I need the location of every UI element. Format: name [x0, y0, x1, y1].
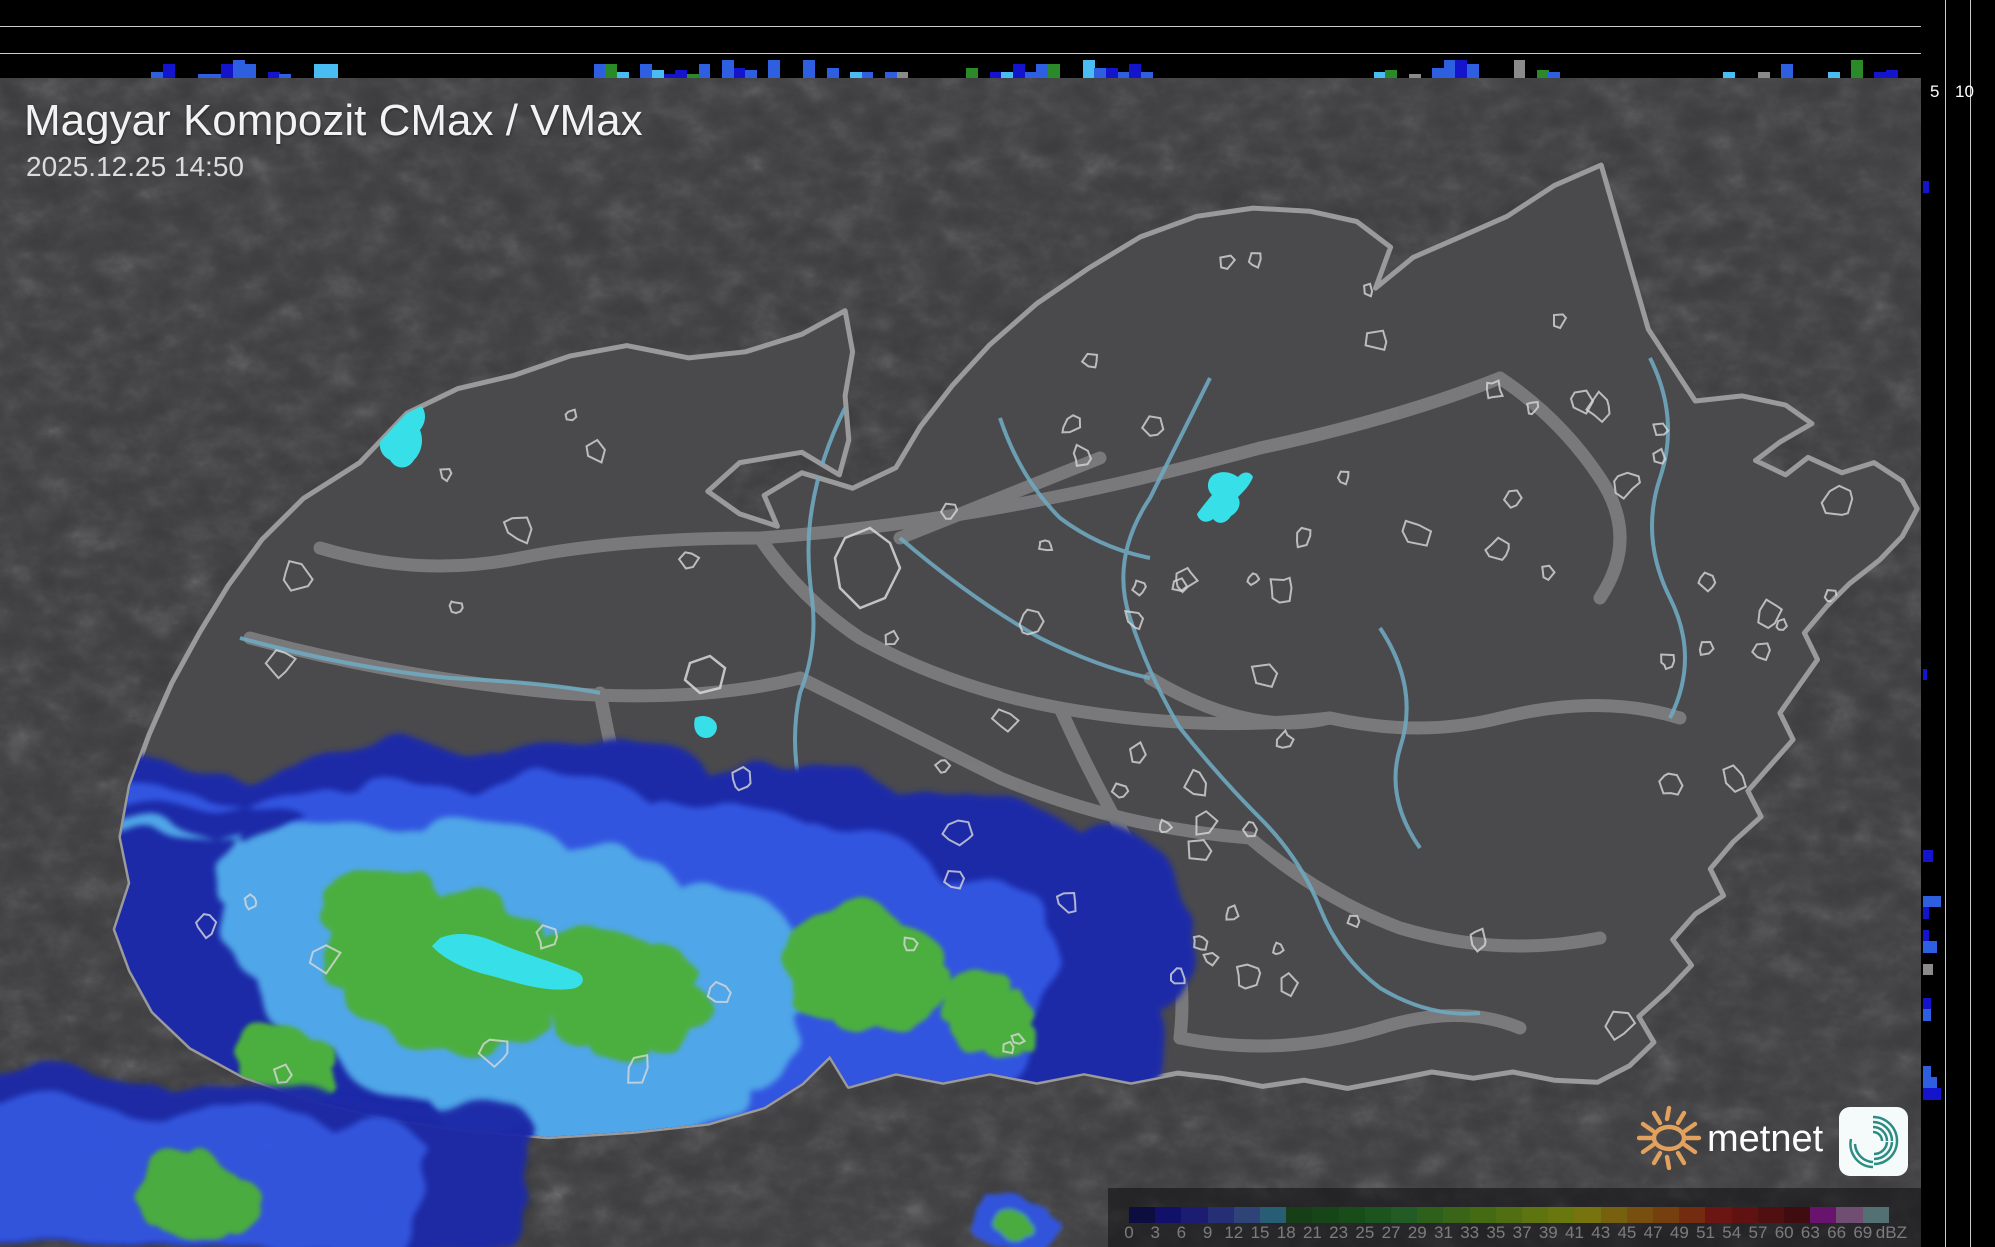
svg-text:metnet: metnet: [1707, 1118, 1824, 1160]
